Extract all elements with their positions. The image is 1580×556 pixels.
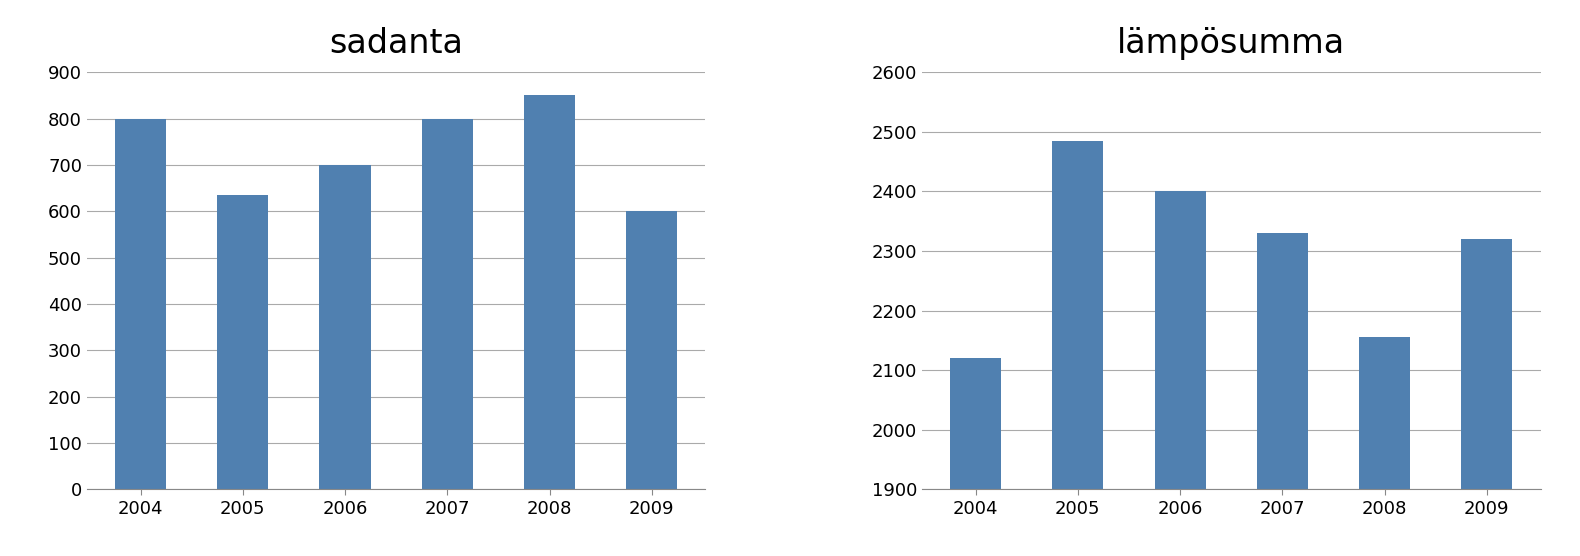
Title: lämpösumma: lämpösumma — [1117, 27, 1345, 60]
Bar — [218, 195, 269, 489]
Bar — [1462, 239, 1512, 556]
Bar — [319, 165, 371, 489]
Bar — [422, 118, 472, 489]
Bar — [525, 96, 575, 489]
Bar — [1359, 337, 1409, 556]
Bar — [1155, 191, 1206, 556]
Title: sadanta: sadanta — [329, 27, 463, 60]
Bar — [1052, 141, 1103, 556]
Bar — [950, 358, 1002, 556]
Bar — [626, 211, 678, 489]
Bar — [1256, 233, 1308, 556]
Bar — [115, 118, 166, 489]
